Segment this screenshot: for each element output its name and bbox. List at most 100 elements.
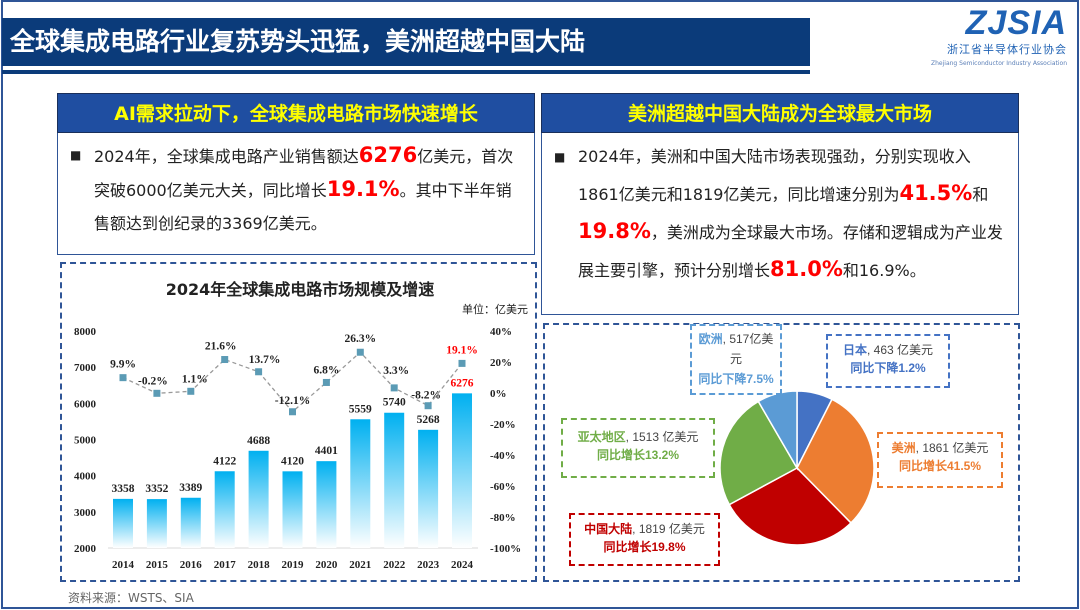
text: 2024年，全球集成电路产业销售额达 [94,147,359,166]
y-left-tick: 3000 [74,507,97,519]
right-section-header: 美洲超越中国大陆成为全球最大市场 [541,93,1019,133]
growth-marker [356,348,364,356]
text: 亿美元，首次突破6000亿美元大关，同比增长 [94,147,514,200]
slice-change: 同比增长19.8% [603,540,686,554]
y-left-tick: 6000 [74,398,97,410]
bar [384,412,405,548]
bar-label: 4401 [315,445,338,457]
bullet-icon: ■ [70,148,82,162]
bar [248,450,269,548]
growth-label: 13.7% [249,354,281,366]
growth-label: -0.2% [138,375,168,387]
zjsia-logo: ZJSIA 浙江省半导体行业协会 Zhejiang Semiconductor … [905,4,1075,70]
chart-title: 2024年全球集成电路市场规模及增速 [166,280,435,299]
growth-label: -8.2% [411,390,441,402]
bar [113,498,133,548]
bar [452,393,472,548]
y-right-tick: 20% [490,357,512,369]
right-text-box: ■ 2024年，美洲和中国大陆市场表现强劲，分别实现收入1861亿美元和1819… [541,133,1019,315]
slice-name: 欧洲 [698,332,723,346]
label-japan: 日本, 463 亿美元 同比下降1.2% [826,334,950,388]
growth-marker [424,402,432,410]
highlight: 41.5% [899,181,973,205]
growth-label: 26.3% [344,333,376,345]
y-right-tick: 0% [490,388,507,400]
growth-marker [153,389,161,397]
bar-label: 6276 [451,377,474,389]
highlight: 6276 [358,143,418,167]
source-note: 资料来源：WSTS、SIA [68,591,194,605]
slice-name: 亚太地区 [577,430,626,444]
slice-unit: 亿美元 [897,343,934,357]
bar [282,471,303,548]
slice-value: 1861 [922,441,950,455]
pie-slice [728,467,853,546]
bar-label: 4122 [213,455,236,467]
x-tick: 2022 [383,559,406,571]
growth-label: 6.8% [313,364,339,376]
bar-label: 3352 [145,483,168,495]
growth-label: 3.3% [383,365,409,377]
logo-cn: 浙江省半导体行业协会 [947,43,1067,56]
logo-en: Zhejiang Semiconductor Industry Associat… [931,60,1067,67]
y-left-tick: 2000 [74,543,97,555]
x-tick: 2015 [146,559,169,571]
growth-marker [458,359,466,367]
y-left-tick: 8000 [74,326,97,338]
label-china: 中国大陆, 1819 亿美元 同比增长19.8% [569,513,720,566]
x-tick: 2024 [451,559,474,571]
slice-unit: 亿美元 [668,522,705,536]
pie-slice [719,400,799,506]
text: ，美洲成为全球最大市场。存储和逻辑成为产业发展主要引擎，预计分别增长 [578,223,1003,280]
growth-marker [390,384,398,392]
logo-mark: ZJSIA [965,4,1067,42]
growth-marker [187,387,195,395]
growth-marker [289,408,296,416]
x-tick: 2020 [315,559,338,571]
y-right-tick: 40% [490,326,512,338]
text: 和 [972,185,989,204]
highlight: 19.1% [326,177,400,201]
bar [146,499,167,548]
bar-label: 4688 [247,435,270,447]
label-europe: 欧洲, 517亿美元 同比下降7.5% [690,324,782,395]
x-tick: 2018 [248,559,271,571]
text: 和16.9%。 [842,261,926,280]
x-tick: 2019 [282,559,305,571]
left-section-header: AI需求拉动下，全球集成电路市场快速增长 [57,93,535,133]
slice-change: 同比增长13.2% [596,448,680,462]
bar-label: 5268 [417,414,440,426]
x-tick: 2021 [349,559,371,571]
growth-label: 1.1% [182,373,208,385]
y-right-tick: -20% [490,419,516,431]
slice-name: 中国大陆 [584,522,633,536]
slice-name: 日本 [842,343,867,357]
chart-unit: 单位：亿美元 [462,302,528,316]
y-left-tick: 4000 [74,471,97,483]
y-right-tick: -60% [490,481,516,493]
growth-label: 21.6% [205,341,237,353]
x-tick: 2017 [214,559,237,571]
highlight: 81.0% [770,257,843,281]
bar [214,471,235,548]
y-right-tick: -40% [490,450,516,462]
slice-unit: 亿美元 [729,332,774,366]
slice-value: 463 [873,343,894,357]
y-right-tick: -100% [490,543,521,555]
y-left-tick: 7000 [74,362,97,374]
slice-value: 517 [729,332,750,346]
growth-label: 9.9% [110,359,136,371]
page-title: 全球集成电路行业复苏势头迅猛，美洲超越中国大陆 [2,18,810,66]
bar-label: 3389 [179,482,202,494]
y-left-tick: 5000 [74,435,97,447]
bar-label: 3358 [112,483,135,495]
growth-marker [119,374,127,382]
slice-change: 同比下降7.5% [698,372,774,386]
bar [180,497,201,548]
text: 2024年，美洲和中国大陆市场表现强劲，分别实现收入1861亿美元和1819亿美… [578,147,971,204]
growth-label: 19.1% [446,344,478,356]
growth-marker [255,368,263,376]
x-tick: 2023 [417,559,440,571]
